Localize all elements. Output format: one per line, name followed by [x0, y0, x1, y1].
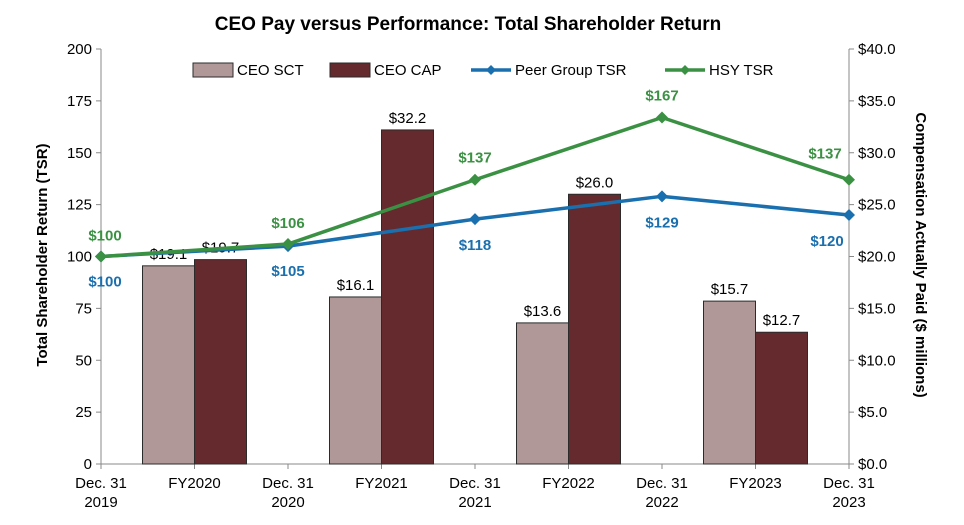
left-tick-label: 0	[84, 456, 92, 473]
ceo-cap-bar	[381, 129, 434, 465]
peer-group-tsr-label: $118	[459, 237, 492, 254]
x-tick-label: Dec. 31	[262, 475, 314, 492]
right-tick-label: $10.0	[858, 352, 896, 369]
x-tick-label: Dec. 31	[636, 475, 688, 492]
peer-group-tsr-label: $100	[88, 274, 121, 291]
x-tick-label: Dec. 31	[75, 475, 127, 492]
left-tick-label: 25	[75, 404, 92, 421]
right-tick-label: $15.0	[858, 300, 896, 317]
peer-group-tsr-marker	[843, 209, 855, 221]
right-axis-title: Compensation Actually Paid ($ millions)	[912, 112, 929, 397]
right-tick-label: $25.0	[858, 197, 896, 214]
hsy-tsr-marker	[843, 173, 855, 186]
x-tick-label: 2023	[832, 494, 865, 511]
x-tick-label: 2022	[645, 494, 678, 511]
legend-hsy-tsr-label: HSY TSR	[709, 62, 774, 79]
legend-ceo-cap-label: CEO CAP	[374, 62, 442, 79]
hsy-tsr-marker	[95, 250, 107, 263]
ceo-cap-bar-label: $12.7	[763, 312, 801, 329]
chart-title: CEO Pay versus Performance: Total Shareh…	[215, 14, 721, 35]
left-tick-label: 50	[75, 352, 92, 369]
x-tick-label: FY2023	[729, 475, 782, 492]
x-tick-label: Dec. 31	[449, 475, 501, 492]
hsy-tsr-label: $100	[88, 228, 121, 245]
x-tick-label: FY2020	[168, 475, 221, 492]
left-axis-title: Total Shareholder Return (TSR)	[34, 143, 51, 366]
hsy-tsr-label: $106	[271, 215, 304, 232]
hsy-tsr-marker	[656, 111, 668, 124]
left-tick-label: 175	[67, 93, 92, 110]
ceo-cap-bar-label: $32.2	[389, 110, 427, 127]
ceo-sct-bar-label: $16.1	[337, 277, 375, 294]
legend-peer-group-tsr-marker	[486, 65, 496, 75]
x-tick-label: FY2021	[355, 475, 408, 492]
x-tick-label: Dec. 31	[823, 475, 875, 492]
right-tick-label: $5.0	[858, 404, 887, 421]
right-tick-label: $40.0	[858, 41, 896, 58]
hsy-tsr-label: $137	[458, 150, 491, 167]
x-tick-label: FY2022	[542, 475, 595, 492]
peer-group-tsr-marker	[469, 213, 481, 226]
ceo-cap-bar-label: $26.0	[576, 174, 614, 191]
hsy-tsr-label: $137	[808, 146, 841, 163]
legend-ceo-sct-label: CEO SCT	[237, 62, 304, 79]
ceo-sct-bar-label: $13.6	[524, 303, 562, 320]
ceo-sct-bar	[142, 265, 195, 465]
left-tick-label: 100	[67, 249, 92, 266]
left-tick-label: 125	[67, 197, 92, 214]
ceo-cap-bar	[755, 331, 808, 465]
legend-peer-group-tsr-label: Peer Group TSR	[515, 62, 627, 79]
hsy-tsr-line	[100, 115, 850, 259]
right-tick-label: $30.0	[858, 145, 896, 162]
right-tick-label: $20.0	[858, 249, 896, 266]
x-tick-label: 2020	[271, 494, 304, 511]
peer-group-tsr-label: $105	[271, 263, 304, 280]
ceo-sct-bar-label: $15.7	[711, 281, 749, 298]
x-tick-label: 2019	[84, 494, 117, 511]
left-tick-label: 75	[75, 300, 92, 317]
left-tick-label: 150	[67, 145, 92, 162]
hsy-tsr-label: $167	[645, 87, 678, 104]
x-tick-label: 2021	[458, 494, 491, 511]
ceo-sct-bar	[329, 296, 382, 465]
right-tick-label: $35.0	[858, 93, 896, 110]
legend-ceo-sct-swatch	[192, 62, 234, 78]
legend-ceo-cap-swatch	[329, 62, 371, 78]
left-tick-label: 200	[67, 41, 92, 58]
ceo-cap-bar	[568, 193, 621, 465]
legend-hsy-tsr-marker	[680, 65, 690, 75]
right-tick-label: $0.0	[858, 456, 887, 473]
hsy-tsr-marker	[282, 238, 294, 251]
ceo-sct-bar	[703, 300, 756, 465]
ceo-cap-bar	[194, 259, 247, 465]
hsy-tsr-marker	[469, 173, 481, 186]
peer-group-tsr-marker	[656, 190, 668, 203]
peer-group-tsr-label: $129	[645, 214, 678, 231]
peer-group-tsr-label: $120	[810, 233, 843, 250]
ceo-sct-bar	[516, 322, 569, 465]
